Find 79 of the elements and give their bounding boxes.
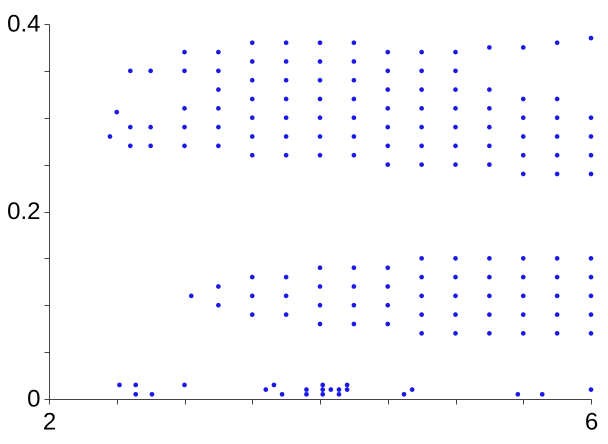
point — [520, 274, 526, 280]
point — [133, 382, 138, 388]
point — [487, 312, 492, 317]
y-tick-label: 0 — [27, 386, 40, 412]
point — [554, 256, 560, 261]
point — [344, 382, 350, 388]
point — [453, 294, 458, 298]
point — [515, 392, 520, 397]
point — [554, 331, 560, 336]
point — [520, 256, 526, 261]
point — [188, 294, 194, 298]
point — [284, 294, 288, 298]
point — [453, 312, 458, 317]
point — [182, 382, 187, 388]
point — [487, 274, 492, 280]
point — [320, 392, 326, 397]
point — [336, 387, 342, 392]
point — [520, 312, 526, 317]
point — [410, 387, 414, 392]
point — [419, 256, 424, 261]
point — [318, 322, 322, 326]
point — [336, 392, 342, 397]
point — [318, 284, 322, 289]
point — [520, 331, 526, 336]
point — [453, 274, 458, 280]
point — [419, 274, 424, 280]
point — [263, 387, 268, 392]
point — [344, 387, 350, 392]
point — [133, 392, 138, 397]
x-tick-label: 6 — [584, 408, 598, 436]
point — [280, 392, 284, 397]
point — [453, 256, 458, 261]
point — [304, 387, 309, 392]
point — [540, 392, 545, 397]
point — [352, 284, 356, 289]
point — [588, 294, 594, 298]
point — [318, 265, 322, 270]
point — [304, 392, 309, 397]
point — [352, 265, 356, 270]
point — [554, 312, 560, 317]
point — [318, 302, 322, 308]
point — [250, 274, 255, 280]
point — [419, 294, 424, 298]
point — [150, 392, 154, 397]
point — [588, 274, 594, 280]
point — [554, 274, 560, 280]
point — [320, 382, 326, 388]
point — [453, 331, 458, 336]
point — [284, 312, 288, 317]
point — [250, 312, 255, 317]
point — [588, 331, 594, 336]
point — [216, 284, 221, 289]
point — [385, 265, 390, 270]
y-tick-label: 0.4 — [7, 10, 40, 38]
point — [520, 294, 526, 298]
point — [250, 294, 255, 298]
point — [588, 312, 594, 317]
point — [554, 294, 560, 298]
point — [272, 382, 276, 388]
point — [588, 387, 594, 392]
x-tick-label: 2 — [42, 408, 56, 436]
point — [487, 256, 492, 261]
point — [328, 387, 334, 392]
point — [385, 302, 390, 308]
point — [419, 331, 424, 336]
point — [352, 302, 356, 308]
point — [487, 294, 492, 298]
point — [117, 382, 122, 388]
y-tick-label: 0.2 — [7, 198, 40, 225]
point — [419, 312, 424, 317]
point — [385, 284, 390, 289]
point — [320, 387, 326, 392]
point — [284, 274, 288, 280]
point — [588, 256, 594, 261]
point — [402, 392, 406, 397]
point — [216, 302, 221, 308]
point — [487, 331, 492, 336]
point — [385, 322, 390, 326]
point — [352, 322, 356, 326]
